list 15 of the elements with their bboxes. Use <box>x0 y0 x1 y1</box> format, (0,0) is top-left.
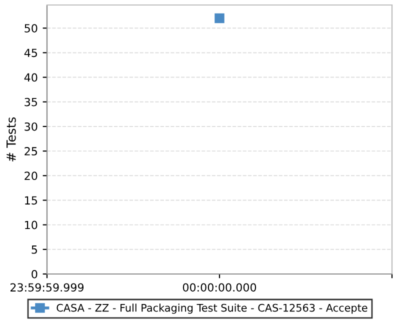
y-tick-label: 45 <box>24 48 37 58</box>
x-tick-label: 23:59:59.999 <box>10 283 84 292</box>
x-tick-label: 00:00:00.000 <box>182 283 256 292</box>
y-tick-label: 20 <box>24 172 38 180</box>
y-tick-label: 30 <box>24 122 38 131</box>
y-tick-label: 35 <box>24 98 37 106</box>
y-tick-label: 40 <box>24 73 38 82</box>
y-tick-label: 15 <box>25 196 37 205</box>
legend-label: CASA - ZZ - Full Packaging Test Suite - CAS-12563 - Accepte <box>56 304 368 314</box>
y-tick-label: 50 <box>24 24 38 32</box>
y-tick-label: 5 <box>32 246 37 254</box>
y-tick-label: 0 <box>32 270 38 278</box>
y-axis-title: # Tests <box>6 117 16 162</box>
y-tick-label: 10 <box>25 220 38 230</box>
y-tick-label: 25 <box>24 147 37 156</box>
